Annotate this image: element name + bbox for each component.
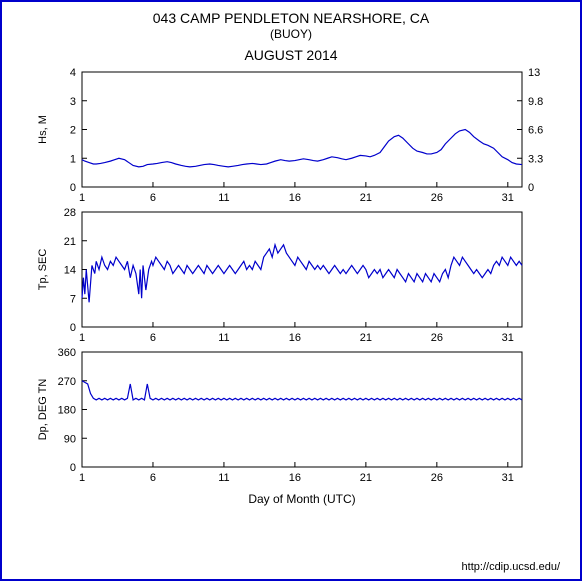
svg-text:4: 4	[70, 67, 76, 79]
svg-text:26: 26	[431, 472, 443, 484]
svg-text:11: 11	[218, 332, 229, 344]
svg-text:180: 180	[58, 405, 76, 417]
svg-text:21: 21	[360, 192, 372, 204]
svg-text:1: 1	[79, 192, 85, 204]
page-title: 043 CAMP PENDLETON NEARSHORE, CA	[2, 10, 580, 26]
svg-text:11: 11	[218, 192, 229, 204]
month-label: AUGUST 2014	[2, 47, 580, 63]
svg-text:31: 31	[502, 192, 514, 204]
svg-text:1: 1	[79, 332, 85, 344]
svg-text:21: 21	[360, 332, 372, 344]
svg-text:Tp, SEC: Tp, SEC	[37, 249, 49, 291]
svg-text:13: 13	[528, 67, 540, 79]
svg-text:6: 6	[150, 332, 156, 344]
page-subtitle: (BUOY)	[2, 27, 580, 41]
svg-text:7: 7	[70, 293, 76, 305]
svg-text:16: 16	[289, 332, 301, 344]
svg-text:31: 31	[502, 332, 514, 344]
svg-text:16: 16	[289, 192, 301, 204]
hs-chart: 0123403.36.69.813161116212631Hs, MHs, Ft	[32, 67, 552, 207]
svg-text:3: 3	[70, 96, 76, 108]
svg-text:6: 6	[150, 192, 156, 204]
svg-text:Hs, M: Hs, M	[37, 115, 49, 144]
svg-text:0: 0	[70, 462, 76, 474]
svg-text:6.6: 6.6	[528, 125, 543, 137]
svg-text:270: 270	[58, 376, 76, 388]
svg-text:11: 11	[218, 472, 229, 484]
svg-text:360: 360	[58, 347, 76, 359]
svg-text:2: 2	[70, 125, 76, 137]
svg-text:28: 28	[64, 207, 76, 219]
svg-text:0: 0	[70, 182, 76, 194]
svg-text:90: 90	[64, 433, 76, 445]
svg-text:Day of Month (UTC): Day of Month (UTC)	[248, 492, 355, 506]
svg-text:3.3: 3.3	[528, 153, 543, 165]
svg-text:1: 1	[70, 153, 76, 165]
svg-text:1: 1	[79, 472, 85, 484]
svg-text:Dp, DEG TN: Dp, DEG TN	[37, 379, 49, 441]
svg-text:26: 26	[431, 192, 443, 204]
svg-text:0: 0	[70, 322, 76, 334]
tp-chart: 07142128161116212631Tp, SEC	[32, 207, 552, 347]
svg-text:Hs, Ft: Hs, Ft	[551, 115, 552, 144]
svg-text:31: 31	[502, 472, 514, 484]
svg-text:21: 21	[360, 472, 372, 484]
footer-url: http://cdip.ucsd.edu/	[462, 561, 560, 573]
svg-text:21: 21	[64, 236, 76, 248]
svg-text:16: 16	[289, 472, 301, 484]
svg-text:9.8: 9.8	[528, 96, 543, 108]
svg-text:0: 0	[528, 182, 534, 194]
svg-text:14: 14	[64, 265, 76, 277]
svg-text:26: 26	[431, 332, 443, 344]
dp-chart: 090180270360161116212631Dp, DEG TNDay of…	[32, 347, 552, 507]
svg-text:6: 6	[150, 472, 156, 484]
